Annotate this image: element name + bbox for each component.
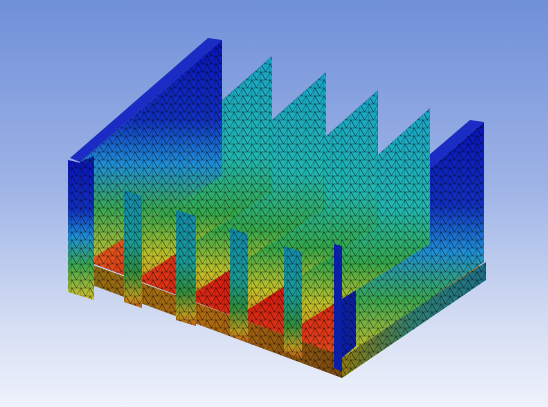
fin-front-edges bbox=[68, 160, 342, 372]
